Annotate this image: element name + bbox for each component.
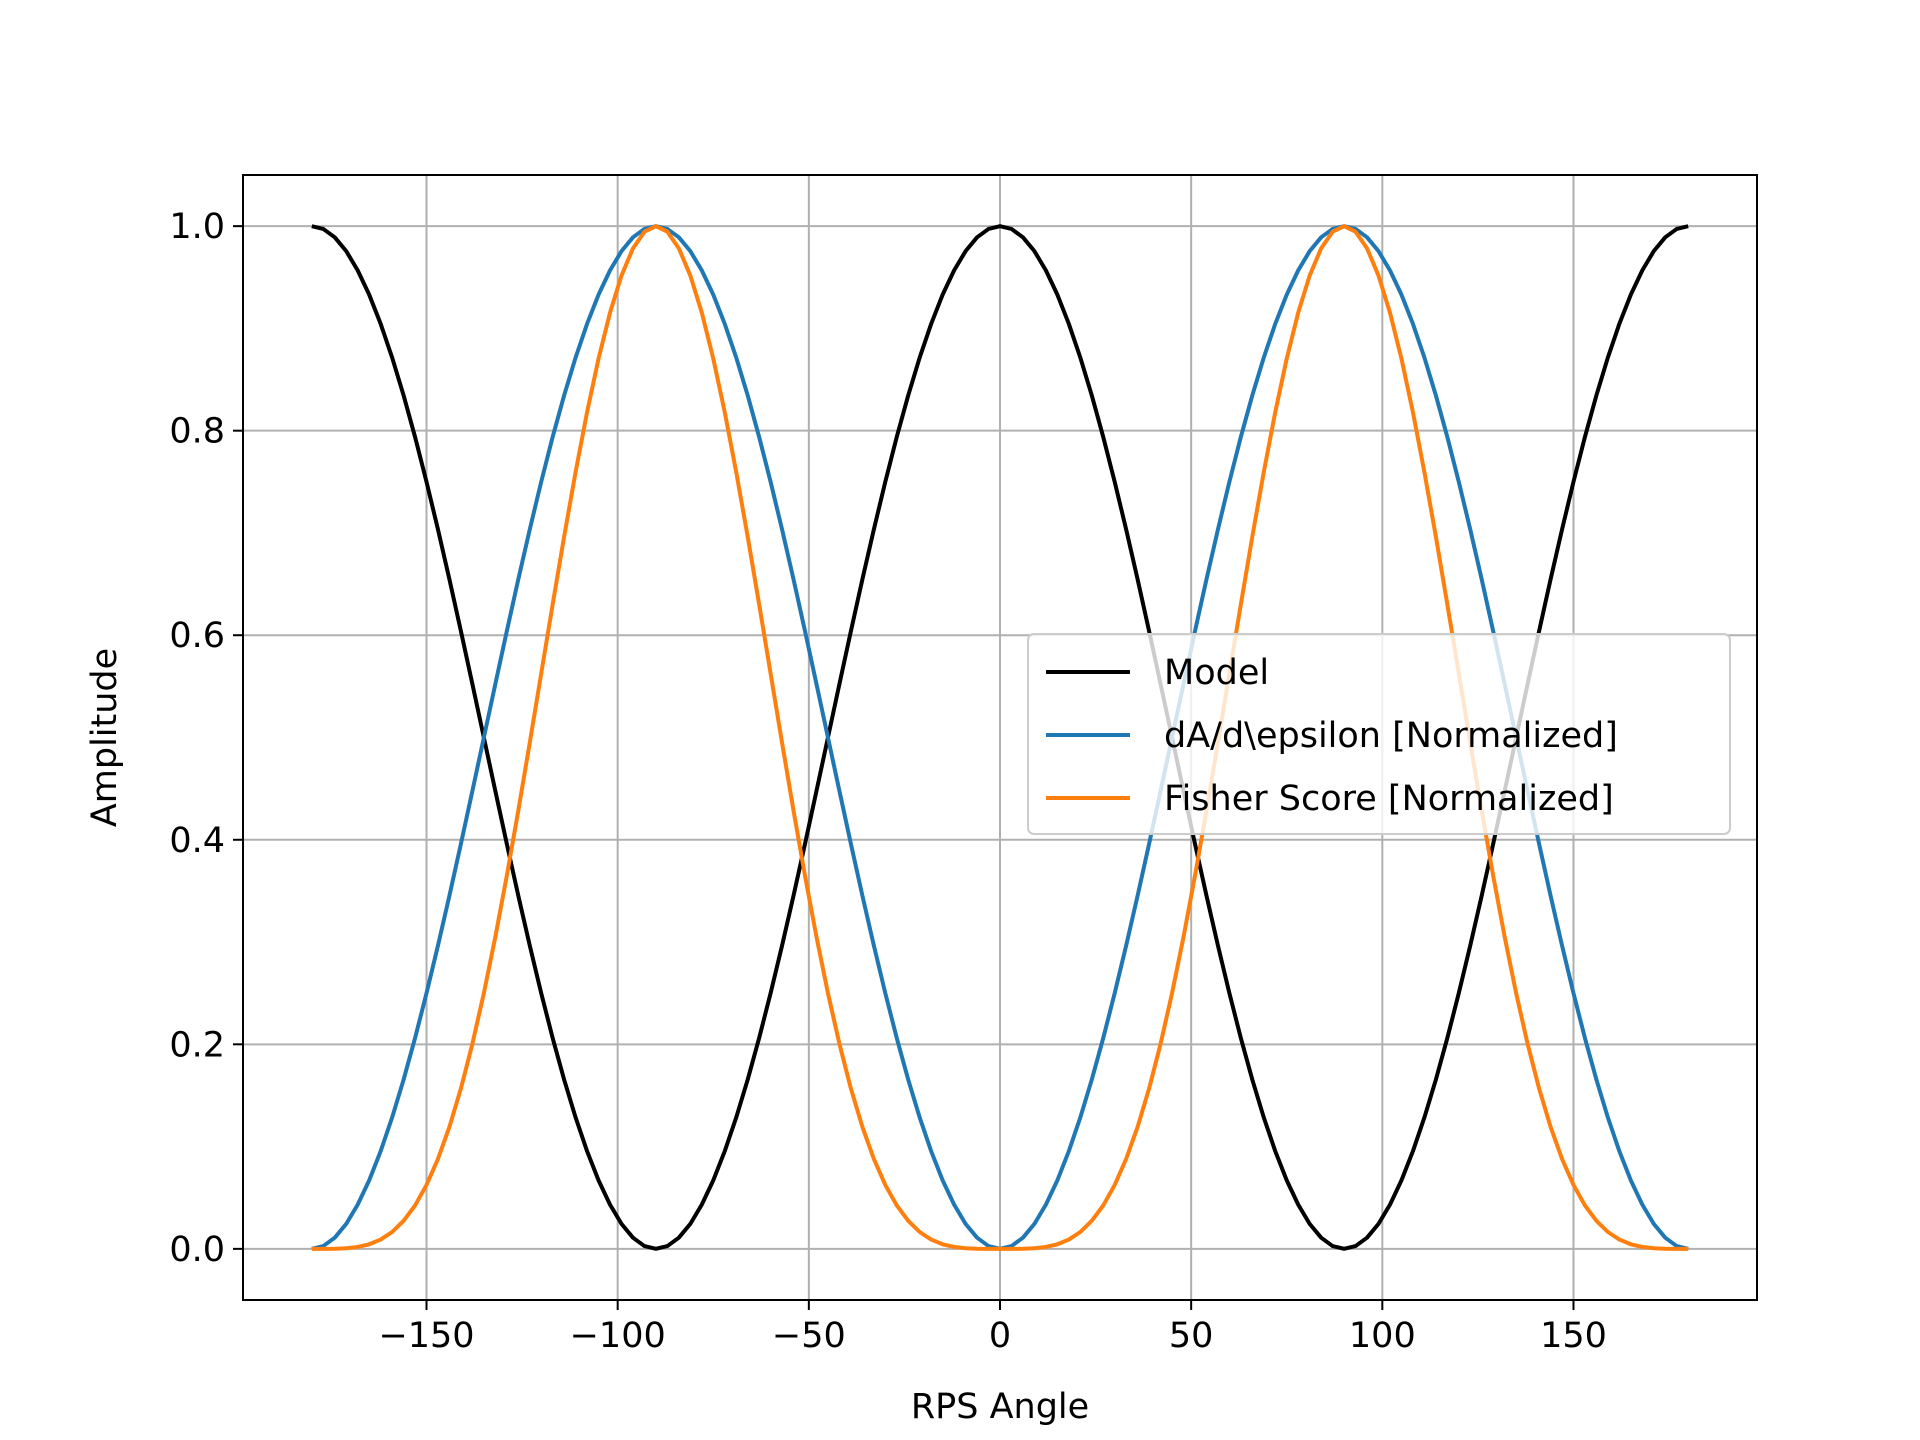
x-axis-label: RPS Angle [911,1387,1089,1427]
y-tick-label: 0.4 [169,821,225,861]
legend: Model dA/d\epsilon [Normalized] Fisher S… [1027,633,1731,835]
y-tick-label: 0.0 [169,1230,225,1270]
y-tick-label: 0.6 [169,616,225,656]
x-tick-label: 0 [989,1316,1011,1356]
x-tick-label: −100 [570,1316,666,1356]
y-tick-label: 1.0 [169,207,225,247]
x-tick-label: 100 [1349,1316,1416,1356]
axis-ticks: −150 −100 −50 0 50 100 150 0.0 0.2 0.4 0.6 0.8 1.0 [169,207,1607,1356]
legend-box [1027,633,1731,835]
legend-label-fisher-score: Fisher Score [Normalized] [1164,779,1614,819]
series-line-model [311,224,1689,1251]
y-tick-label: 0.8 [169,412,225,452]
legend-label-model: Model [1164,653,1269,693]
x-tick-label: 50 [1169,1316,1214,1356]
x-tick-label: 150 [1540,1316,1607,1356]
y-tick-label: 0.2 [169,1025,225,1065]
y-axis-label: Amplitude [85,648,125,827]
x-tick-label: −50 [772,1316,846,1356]
legend-label-derivative: dA/d\epsilon [Normalized] [1164,716,1618,756]
x-tick-label: −150 [378,1316,474,1356]
